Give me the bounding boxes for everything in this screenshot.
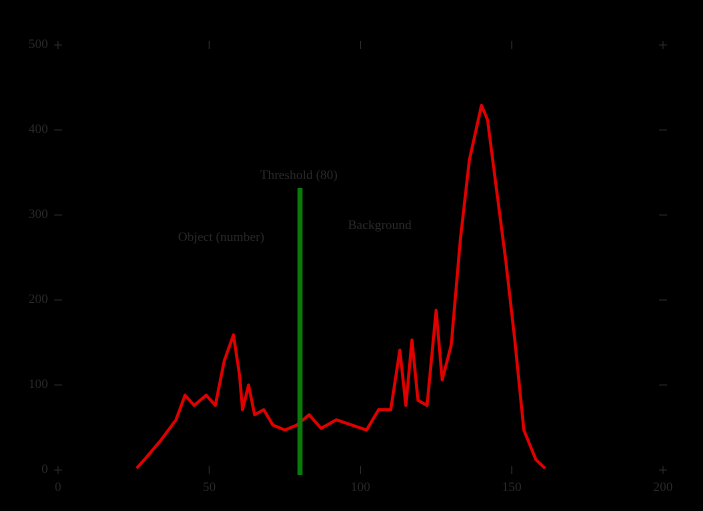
y-tick-label: 100 [29,376,49,391]
x-tick-label: 150 [502,479,522,494]
y-tick-label: 200 [29,291,49,306]
y-tick-label: 400 [29,121,49,136]
annotation: Background [348,217,412,232]
y-tick-label: 500 [29,36,49,51]
y-tick-label: 300 [29,206,49,221]
histogram-line [135,103,547,470]
threshold-label: Threshold (80) [260,167,338,182]
x-tick-label: 100 [351,479,371,494]
annotation: Object (number) [178,229,264,244]
y-tick-label: 0 [42,461,49,476]
x-tick-label: 50 [203,479,216,494]
x-tick-label: 200 [653,479,673,494]
x-tick-label: 0 [55,479,62,494]
